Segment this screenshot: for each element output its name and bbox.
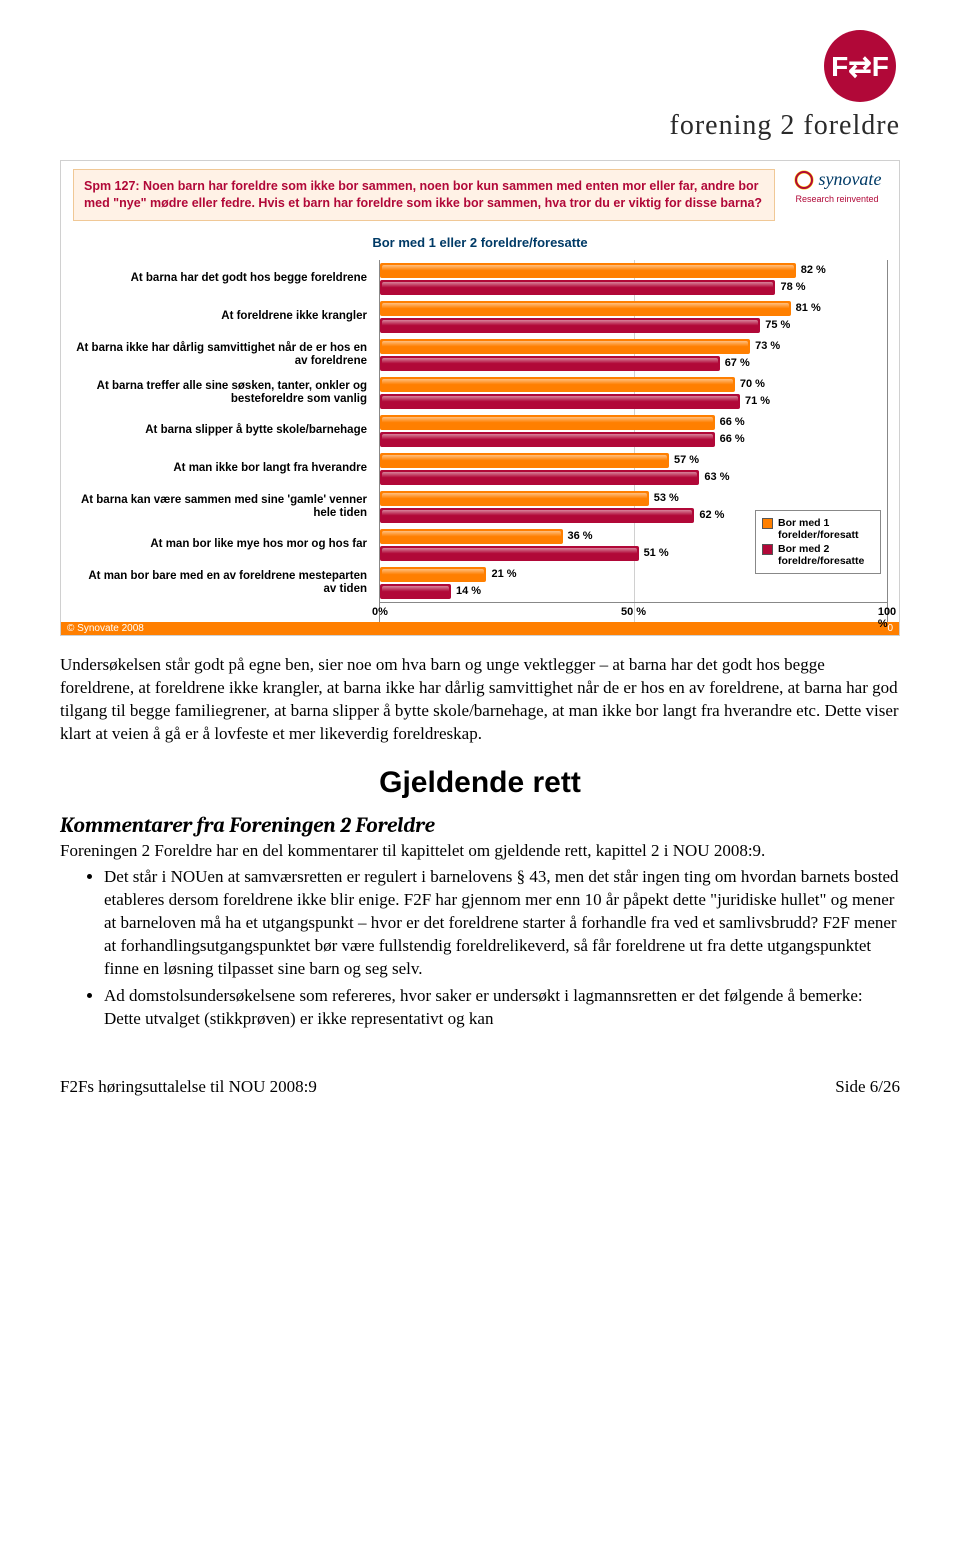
- chart-bar: 67 %: [380, 356, 720, 371]
- chart-bar-value: 66 %: [720, 433, 745, 445]
- axis-tick: 50 %: [621, 606, 646, 618]
- chart-category-label: At man ikke bor langt fra hverandre: [73, 450, 373, 488]
- heading-main: Gjeldende rett: [60, 766, 900, 800]
- legend-swatch: [762, 518, 773, 529]
- chart-bar-value: 53 %: [654, 492, 679, 504]
- footer-left: F2Fs høringsuttalelse til NOU 2008:9: [60, 1077, 317, 1097]
- chart-bar-value: 21 %: [491, 568, 516, 580]
- legend-label: Bor med 1 forelder/foresatt: [778, 517, 874, 541]
- chart-bar-value: 81 %: [796, 302, 821, 314]
- chart-bar-value: 75 %: [765, 319, 790, 331]
- synovate-sub: Research reinvented: [787, 194, 887, 204]
- chart-bar-value: 36 %: [568, 530, 593, 542]
- legend-swatch: [762, 544, 773, 555]
- chart-plot: 82 %78 %81 %75 %73 %67 %70 %71 %66 %66 %…: [379, 260, 887, 622]
- legend-item: Bor med 2 foreldre/foresatte: [762, 543, 874, 567]
- axis-tick: 100 %: [878, 606, 896, 630]
- chart: At barna har det godt hos begge foreldre…: [73, 260, 887, 622]
- chart-x-axis: 0%50 %100 %: [380, 602, 887, 622]
- chart-row-group: 82 % 78 %: [380, 260, 887, 298]
- chart-category-label: At barna slipper å bytte skole/barnehage: [73, 412, 373, 450]
- legend-item: Bor med 1 forelder/foresatt: [762, 517, 874, 541]
- slide-footer-bar: © Synovate 2008 0: [61, 622, 899, 635]
- chart-bar: 14 %: [380, 584, 451, 599]
- chart-bar: 81 %: [380, 301, 791, 316]
- chart-bar-value: 63 %: [704, 471, 729, 483]
- page: F⇄F forening 2 foreldre Spm 127: Noen ba…: [0, 0, 960, 1117]
- chart-bar: 63 %: [380, 470, 699, 485]
- gridline-100: [887, 260, 888, 622]
- chart-subtitle: Bor med 1 eller 2 foreldre/foresatte: [73, 235, 887, 250]
- chart-legend: Bor med 1 forelder/foresattBor med 2 for…: [755, 510, 881, 574]
- synovate-ring-icon: [793, 169, 815, 194]
- logo-text: F⇄F: [831, 50, 889, 83]
- f2f-logo: F⇄F: [824, 30, 896, 102]
- bullet-item: Ad domstolsundersøkelsene som refereres,…: [104, 985, 900, 1031]
- chart-bar: 36 %: [380, 529, 563, 544]
- chart-bar: 71 %: [380, 394, 740, 409]
- org-name: forening 2 foreldre: [60, 110, 900, 142]
- chart-category-label: At man bor like mye hos mor og hos far: [73, 526, 373, 564]
- chart-row-group: 70 %71 %: [380, 374, 887, 412]
- chart-bar-value: 73 %: [755, 340, 780, 352]
- header-logo-area: F⇄F: [60, 30, 900, 102]
- heading-sub: Kommentarer fra Foreningen 2 Foreldre: [60, 814, 900, 838]
- chart-category-label: At barna har det godt hos begge foreldre…: [73, 260, 373, 298]
- chart-bar-value: 67 %: [725, 357, 750, 369]
- bullet-item: Det står i NOUen at samværsretten er reg…: [104, 866, 900, 981]
- survey-slide: Spm 127: Noen barn har foreldre som ikke…: [60, 160, 900, 636]
- chart-row-group: 81 % 75 %: [380, 298, 887, 336]
- chart-bar: 51 %: [380, 546, 639, 561]
- chart-category-label: At foreldrene ikke krangler: [73, 298, 373, 336]
- chart-bar-value: 71 %: [745, 395, 770, 407]
- chart-bar-value: 82 %: [801, 264, 826, 276]
- copyright-text: © Synovate 2008: [67, 623, 144, 634]
- slide-header: Spm 127: Noen barn har foreldre som ikke…: [73, 169, 887, 221]
- chart-bar-value: 14 %: [456, 585, 481, 597]
- page-footer: F2Fs høringsuttalelse til NOU 2008:9 Sid…: [60, 1077, 900, 1097]
- paragraph-1: Undersøkelsen står godt på egne ben, sie…: [60, 654, 900, 746]
- axis-tick: 0%: [372, 606, 388, 618]
- chart-row-group: 66 % 66 %: [380, 412, 887, 450]
- chart-bar-value: 78 %: [780, 281, 805, 293]
- bullet-list: Det står i NOUen at samværsretten er reg…: [60, 866, 900, 1031]
- chart-bar-value: 51 %: [644, 547, 669, 559]
- chart-bar: 62 %: [380, 508, 694, 523]
- chart-bar-value: 62 %: [699, 509, 724, 521]
- chart-bar: 66 %: [380, 415, 715, 430]
- chart-bar: 66 %: [380, 432, 715, 447]
- question-box: Spm 127: Noen barn har foreldre som ikke…: [73, 169, 775, 221]
- chart-bar: 75 %: [380, 318, 760, 333]
- chart-category-label: At barna treffer alle sine søsken, tante…: [73, 374, 373, 412]
- chart-category-label: At barna kan være sammen med sine 'gamle…: [73, 488, 373, 526]
- chart-bar: 21 %: [380, 567, 486, 582]
- chart-bar-value: 66 %: [720, 416, 745, 428]
- legend-label: Bor med 2 foreldre/foresatte: [778, 543, 874, 567]
- chart-bar-value: 70 %: [740, 378, 765, 390]
- chart-bar: 57 %: [380, 453, 669, 468]
- chart-bar-value: 57 %: [674, 454, 699, 466]
- chart-bar: 82 %: [380, 263, 796, 278]
- chart-row-group: 57 % 63 %: [380, 450, 887, 488]
- synovate-logo: synovate Research reinvented: [787, 169, 887, 204]
- synovate-label: synovate: [818, 169, 881, 189]
- chart-category-label: At man bor bare med en av foreldrene mes…: [73, 564, 373, 602]
- chart-bar: 53 %: [380, 491, 649, 506]
- chart-category-label: At barna ikke har dårlig samvittighet nå…: [73, 336, 373, 374]
- chart-bar: 70 %: [380, 377, 735, 392]
- chart-bar: 73 %: [380, 339, 750, 354]
- footer-right: Side 6/26: [835, 1077, 900, 1097]
- chart-bar: 78 %: [380, 280, 775, 295]
- chart-row-group: 73 % 67 %: [380, 336, 887, 374]
- chart-category-labels: At barna har det godt hos begge foreldre…: [73, 260, 373, 622]
- paragraph-2: Foreningen 2 Foreldre har en del komment…: [60, 840, 900, 863]
